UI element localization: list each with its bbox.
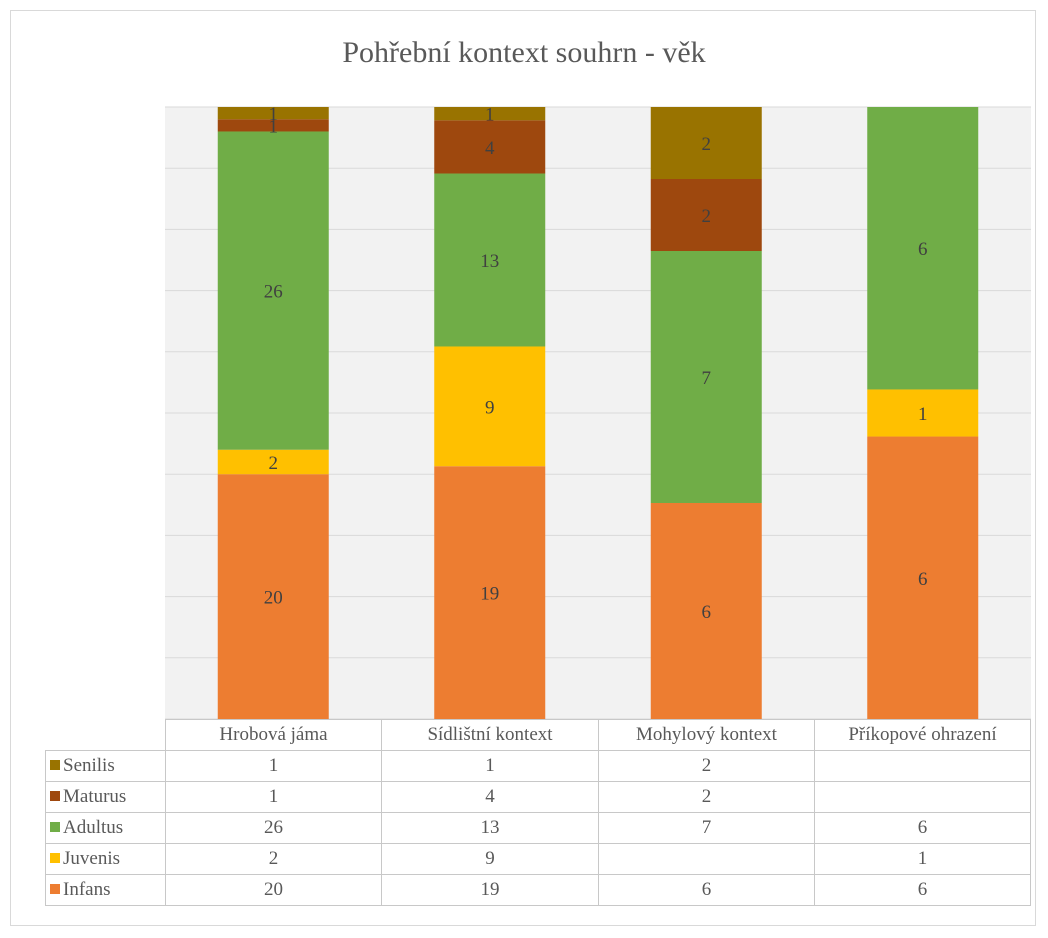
bar-segment-adultus	[650, 251, 762, 503]
table-cell: 6	[598, 874, 815, 906]
table-cell	[598, 843, 815, 875]
data-label: 7	[702, 368, 712, 389]
bar-segment-adultus	[217, 131, 329, 450]
legend-label: Infans	[63, 879, 111, 900]
bar-segment-infans	[650, 503, 762, 719]
table-body: Senilis 1 1 2 Maturus 1 4 2 Adultus 26 13 7 6 Juvenis…	[45, 750, 1031, 906]
legend-label: Adultus	[63, 817, 124, 838]
bar-segment-maturus	[217, 119, 329, 132]
category-label: Příkopové ohrazení	[814, 719, 1031, 751]
data-label: 13	[480, 251, 499, 272]
legend-label: Maturus	[63, 786, 127, 807]
bar-segment-maturus	[434, 120, 546, 174]
chart-title: Pohřební kontext souhrn - věk	[342, 36, 706, 69]
data-label: 6	[918, 239, 928, 260]
data-label: 1	[918, 404, 928, 425]
data-label: 20	[264, 588, 283, 609]
legend-swatch	[50, 822, 60, 832]
table-cell: 6	[814, 874, 1031, 906]
bar-segment-juvenis	[434, 346, 546, 467]
data-label: 4	[485, 138, 495, 159]
table-header-row: Hrobová jáma Sídlištní kontext Mohylový ko…	[45, 719, 1031, 751]
table-cell: 13	[381, 812, 599, 844]
legend-entry: Adultus	[45, 812, 166, 844]
bar-segment-infans	[217, 474, 329, 719]
bar-segment-juvenis	[867, 389, 979, 437]
bar-segment-infans	[434, 466, 546, 719]
legend-label: Senilis	[63, 755, 115, 776]
table-row: Infans 20 19 6 6	[45, 874, 1031, 906]
legend-entry: Maturus	[45, 781, 166, 813]
legend-label: Juvenis	[63, 848, 120, 869]
category-label: Hrobová jáma	[165, 719, 382, 751]
table-cell: 2	[598, 750, 815, 782]
bar-segment-juvenis	[217, 449, 329, 475]
legend-swatch	[50, 760, 60, 770]
bar-segment-senilis	[434, 107, 546, 121]
data-label: 19	[480, 584, 499, 605]
data-label: 2	[702, 206, 712, 227]
legend-swatch	[50, 884, 60, 894]
table-cell: 1	[165, 750, 382, 782]
data-label: 1	[485, 105, 495, 126]
bar-segment-senilis	[650, 107, 762, 179]
table-cell: 1	[814, 843, 1031, 875]
table-cell: 20	[165, 874, 382, 906]
table-cell: 6	[814, 812, 1031, 844]
table-corner	[45, 719, 166, 751]
table-cell: 26	[165, 812, 382, 844]
data-label: 2	[702, 134, 712, 155]
legend-entry: Juvenis	[45, 843, 166, 875]
data-label: 6	[918, 569, 928, 590]
table-cell: 1	[381, 750, 599, 782]
table-cell: 19	[381, 874, 599, 906]
table-cell: 9	[381, 843, 599, 875]
data-label: 1	[269, 104, 279, 125]
table-cell: 1	[165, 781, 382, 813]
table-cell	[814, 781, 1031, 813]
bar-segment-senilis	[217, 107, 329, 120]
bar-segment-infans	[867, 436, 979, 719]
table-row: Adultus 26 13 7 6	[45, 812, 1031, 844]
category-label: Sídlištní kontext	[381, 719, 599, 751]
data-table: Hrobová jáma Sídlištní kontext Mohylový ko…	[45, 719, 1031, 906]
legend-swatch	[50, 853, 60, 863]
data-label: 9	[485, 397, 495, 418]
data-label: 1	[269, 116, 279, 137]
data-label: 2	[269, 453, 279, 474]
table-cell: 2	[598, 781, 815, 813]
table-cell	[814, 750, 1031, 782]
data-label: 26	[264, 282, 283, 303]
bar-segment-adultus	[867, 107, 979, 390]
table-cell: 2	[165, 843, 382, 875]
table-row: Maturus 1 4 2	[45, 781, 1031, 813]
chart-frame	[10, 10, 1036, 926]
bar-segment-adultus	[434, 173, 546, 347]
bar-segment-maturus	[650, 179, 762, 251]
table-row: Juvenis 2 9 1	[45, 843, 1031, 875]
table-cell: 7	[598, 812, 815, 844]
table-cell: 4	[381, 781, 599, 813]
table-row: Senilis 1 1 2	[45, 750, 1031, 782]
legend-entry: Infans	[45, 874, 166, 906]
category-label: Mohylový kontext	[598, 719, 815, 751]
data-label: 6	[702, 602, 712, 623]
legend-swatch	[50, 791, 60, 801]
legend-entry: Senilis	[45, 750, 166, 782]
